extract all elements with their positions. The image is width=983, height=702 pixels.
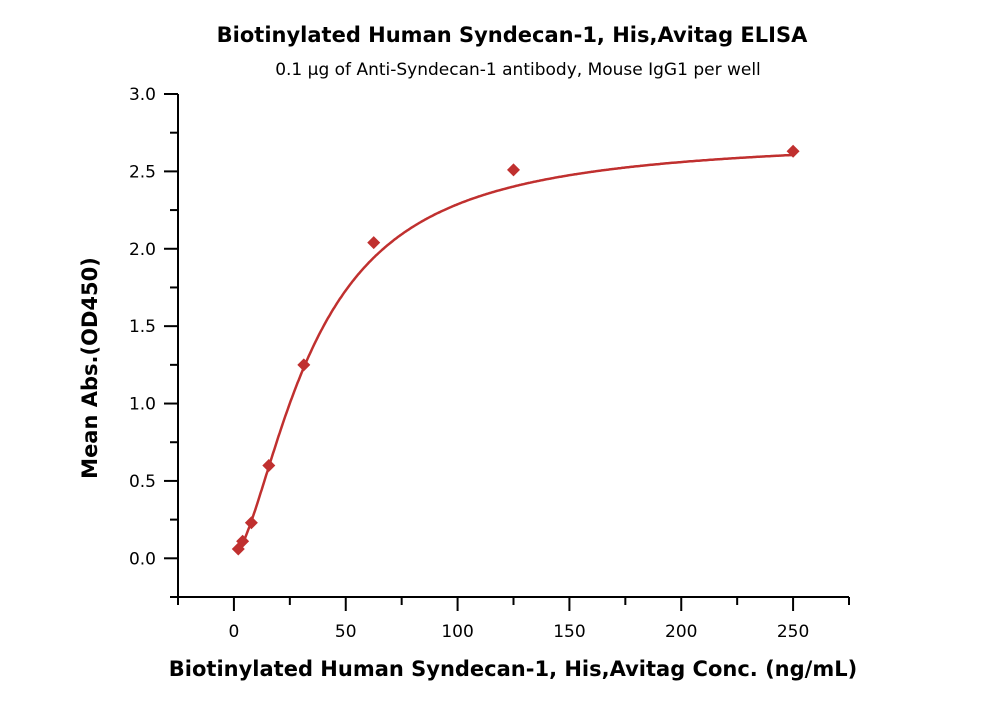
y-tick-label: 2.5 — [129, 162, 156, 182]
data-point — [507, 163, 520, 177]
x-tick-label: 50 — [335, 622, 357, 642]
chart-subtitle: 0.1 μg of Anti-Syndecan-1 antibody, Mous… — [275, 60, 761, 80]
data-point — [297, 358, 311, 372]
x-tick-label: 200 — [665, 622, 697, 642]
x-tick-label: 250 — [777, 622, 809, 642]
x-axis-label: Biotinylated Human Syndecan-1, His,Avita… — [169, 657, 857, 681]
y-tick-label: 0.5 — [129, 472, 156, 492]
y-tick-label: 1.0 — [129, 395, 156, 415]
data-point — [244, 516, 258, 530]
y-axis-label: Mean Abs.(OD450) — [78, 257, 102, 479]
data-point — [236, 534, 250, 548]
x-tick-label: 100 — [441, 622, 473, 642]
y-tick-label: 0.0 — [129, 549, 156, 569]
data-point — [367, 236, 381, 250]
x-tick-label: 0 — [229, 622, 240, 642]
x-tick-label: 150 — [553, 622, 585, 642]
y-tick-label: 3.0 — [129, 85, 156, 105]
y-tick-label: 2.0 — [129, 240, 156, 260]
y-tick-label: 1.5 — [129, 317, 156, 337]
chart-title: Biotinylated Human Syndecan-1, His,Avita… — [217, 23, 808, 47]
data-point — [262, 458, 276, 472]
data-point — [786, 144, 800, 158]
fit-curve — [237, 153, 793, 552]
